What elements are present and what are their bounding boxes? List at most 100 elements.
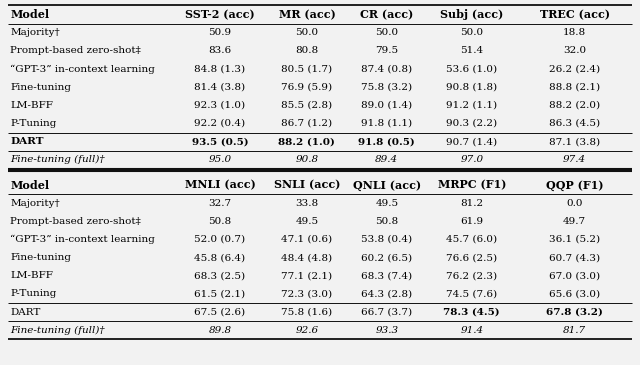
Text: 93.5 (0.5): 93.5 (0.5): [192, 137, 248, 146]
Text: Prompt-based zero-shot‡: Prompt-based zero-shot‡: [10, 46, 141, 55]
Text: SNLI (acc): SNLI (acc): [274, 180, 340, 191]
Text: 32.0: 32.0: [563, 46, 586, 55]
Text: P-Tuning: P-Tuning: [10, 289, 56, 299]
Text: 48.4 (4.8): 48.4 (4.8): [282, 253, 332, 262]
Text: 36.1 (5.2): 36.1 (5.2): [549, 235, 600, 244]
Text: 75.8 (1.6): 75.8 (1.6): [282, 308, 332, 317]
Text: 83.6: 83.6: [209, 46, 232, 55]
Text: Model: Model: [10, 180, 49, 191]
Text: Fine-tuning: Fine-tuning: [10, 83, 71, 92]
Text: 91.4: 91.4: [460, 326, 483, 335]
Text: 95.0: 95.0: [209, 155, 232, 164]
Text: Fine-tuning (full)†: Fine-tuning (full)†: [10, 326, 105, 335]
Text: 50.0: 50.0: [295, 28, 319, 37]
Text: 68.3 (2.5): 68.3 (2.5): [195, 271, 246, 280]
Text: SST-2 (acc): SST-2 (acc): [185, 9, 255, 20]
Text: Fine-tuning: Fine-tuning: [10, 253, 71, 262]
Text: LM-BFF: LM-BFF: [10, 101, 53, 110]
Text: 64.3 (2.8): 64.3 (2.8): [361, 289, 412, 299]
Text: 91.8 (0.5): 91.8 (0.5): [358, 137, 415, 146]
Text: “GPT-3” in-context learning: “GPT-3” in-context learning: [10, 64, 155, 74]
Text: Model: Model: [10, 9, 49, 20]
Text: 90.3 (2.2): 90.3 (2.2): [446, 119, 497, 128]
Text: 50.9: 50.9: [209, 28, 232, 37]
Text: P-Tuning: P-Tuning: [10, 119, 56, 128]
Text: 51.4: 51.4: [460, 46, 483, 55]
Text: 67.0 (3.0): 67.0 (3.0): [549, 271, 600, 280]
Text: DART: DART: [10, 308, 40, 317]
Text: 61.9: 61.9: [460, 217, 483, 226]
Text: QQP (F1): QQP (F1): [546, 180, 604, 191]
Text: 81.7: 81.7: [563, 326, 586, 335]
Text: 84.8 (1.3): 84.8 (1.3): [195, 65, 246, 73]
Text: 93.3: 93.3: [375, 326, 398, 335]
Text: 90.7 (1.4): 90.7 (1.4): [446, 137, 497, 146]
Text: 92.2 (0.4): 92.2 (0.4): [195, 119, 246, 128]
Text: DART: DART: [10, 137, 44, 146]
Text: MRPC (F1): MRPC (F1): [438, 180, 506, 191]
Text: Majority†: Majority†: [10, 199, 60, 208]
Text: 89.8: 89.8: [209, 326, 232, 335]
Text: “GPT-3” in-context learning: “GPT-3” in-context learning: [10, 235, 155, 244]
Text: 85.5 (2.8): 85.5 (2.8): [282, 101, 332, 110]
Text: 78.3 (4.5): 78.3 (4.5): [444, 308, 500, 317]
Text: 60.7 (4.3): 60.7 (4.3): [549, 253, 600, 262]
Text: 50.8: 50.8: [375, 217, 398, 226]
Text: QNLI (acc): QNLI (acc): [353, 180, 421, 191]
Text: 90.8 (1.8): 90.8 (1.8): [446, 83, 497, 92]
Text: Majority†: Majority†: [10, 28, 60, 37]
Text: Subj (acc): Subj (acc): [440, 9, 504, 20]
Text: 47.1 (0.6): 47.1 (0.6): [282, 235, 332, 244]
Text: 91.8 (1.1): 91.8 (1.1): [361, 119, 412, 128]
Text: 45.7 (6.0): 45.7 (6.0): [446, 235, 497, 244]
Text: 88.2 (2.0): 88.2 (2.0): [549, 101, 600, 110]
Text: MR (acc): MR (acc): [278, 9, 335, 20]
Text: 61.5 (2.1): 61.5 (2.1): [195, 289, 246, 299]
Text: 86.3 (4.5): 86.3 (4.5): [549, 119, 600, 128]
Text: 86.7 (1.2): 86.7 (1.2): [282, 119, 332, 128]
Text: 80.5 (1.7): 80.5 (1.7): [282, 65, 332, 73]
Text: 65.6 (3.0): 65.6 (3.0): [549, 289, 600, 299]
Text: 67.8 (3.2): 67.8 (3.2): [546, 308, 603, 317]
Text: 89.0 (1.4): 89.0 (1.4): [361, 101, 412, 110]
Text: 76.9 (5.9): 76.9 (5.9): [282, 83, 332, 92]
Text: 26.2 (2.4): 26.2 (2.4): [549, 65, 600, 73]
Text: 90.8: 90.8: [295, 155, 319, 164]
Text: 49.5: 49.5: [295, 217, 319, 226]
Text: 75.8 (3.2): 75.8 (3.2): [361, 83, 412, 92]
Text: 81.4 (3.8): 81.4 (3.8): [195, 83, 246, 92]
Text: 97.0: 97.0: [460, 155, 483, 164]
Text: 88.2 (1.0): 88.2 (1.0): [278, 137, 335, 146]
Text: 32.7: 32.7: [209, 199, 232, 208]
Text: 18.8: 18.8: [563, 28, 586, 37]
Text: TREC (acc): TREC (acc): [540, 9, 609, 20]
Text: 72.3 (3.0): 72.3 (3.0): [282, 289, 332, 299]
Text: 53.6 (1.0): 53.6 (1.0): [446, 65, 497, 73]
Text: 60.2 (6.5): 60.2 (6.5): [361, 253, 412, 262]
Text: 45.8 (6.4): 45.8 (6.4): [195, 253, 246, 262]
Text: 76.2 (2.3): 76.2 (2.3): [446, 271, 497, 280]
Text: 92.3 (1.0): 92.3 (1.0): [195, 101, 246, 110]
Text: CR (acc): CR (acc): [360, 9, 413, 20]
Text: 68.3 (7.4): 68.3 (7.4): [361, 271, 412, 280]
Text: 33.8: 33.8: [295, 199, 319, 208]
Text: 91.2 (1.1): 91.2 (1.1): [446, 101, 497, 110]
Text: MNLI (acc): MNLI (acc): [185, 180, 255, 191]
Text: 88.8 (2.1): 88.8 (2.1): [549, 83, 600, 92]
Text: 49.5: 49.5: [375, 199, 398, 208]
Text: 66.7 (3.7): 66.7 (3.7): [361, 308, 412, 317]
Text: 49.7: 49.7: [563, 217, 586, 226]
Text: 50.0: 50.0: [460, 28, 483, 37]
Text: 97.4: 97.4: [563, 155, 586, 164]
Text: 50.8: 50.8: [209, 217, 232, 226]
Text: 89.4: 89.4: [375, 155, 398, 164]
Text: Prompt-based zero-shot‡: Prompt-based zero-shot‡: [10, 217, 141, 226]
Text: 87.4 (0.8): 87.4 (0.8): [361, 65, 412, 73]
Text: 52.0 (0.7): 52.0 (0.7): [195, 235, 246, 244]
Text: 74.5 (7.6): 74.5 (7.6): [446, 289, 497, 299]
Text: 80.8: 80.8: [295, 46, 319, 55]
Text: 0.0: 0.0: [566, 199, 583, 208]
Text: 53.8 (0.4): 53.8 (0.4): [361, 235, 412, 244]
Text: 76.6 (2.5): 76.6 (2.5): [446, 253, 497, 262]
Text: 77.1 (2.1): 77.1 (2.1): [282, 271, 332, 280]
